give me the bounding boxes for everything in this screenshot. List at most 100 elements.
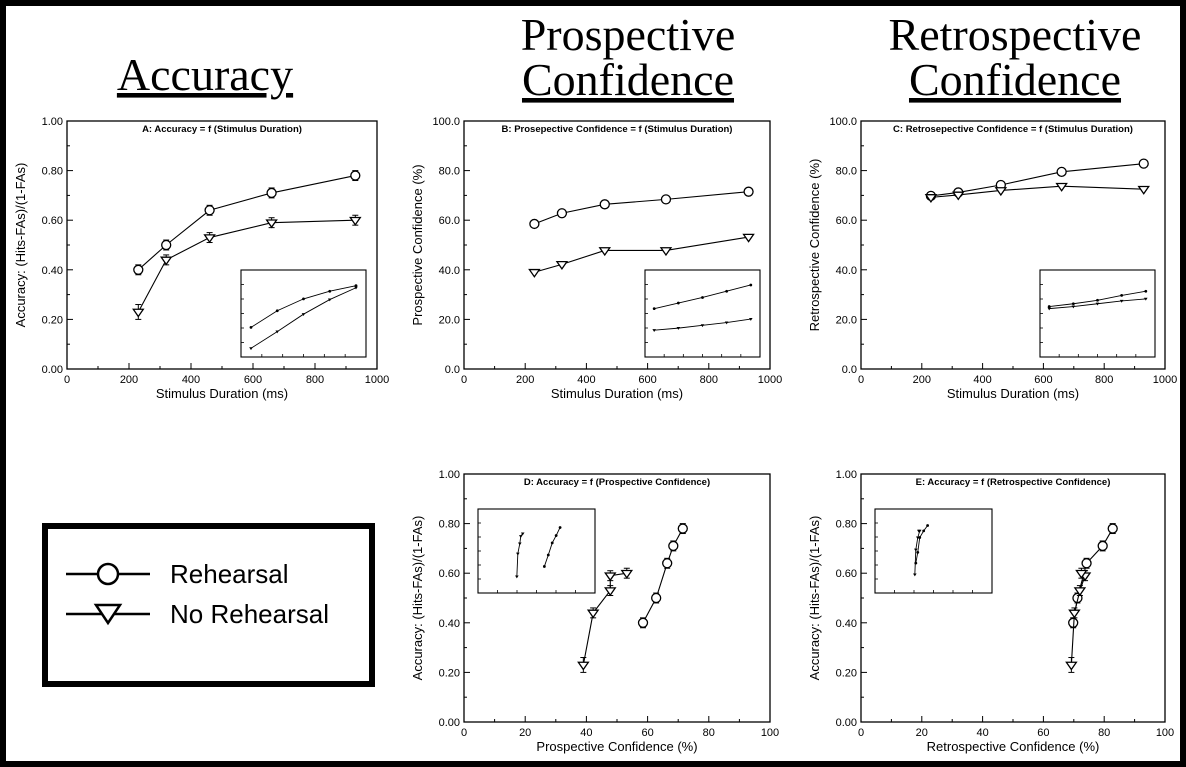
data-point-no-rehearsal <box>528 268 541 278</box>
chart-panel-d: 0 20 40 60 80 100 0.00 0.20 0.40 0.60 0.80 1.00 D: A… <box>410 469 779 754</box>
y-tick-label: 100.0 <box>829 116 857 128</box>
inset-point-rehearsal <box>1071 302 1075 306</box>
x-tick-label: 600 <box>244 374 262 386</box>
inset-frame <box>874 508 993 594</box>
x-tick-label: 100 <box>761 727 779 739</box>
data-point-rehearsal <box>599 199 610 210</box>
y-tick-label: 0.00 <box>439 717 460 729</box>
y-tick-label: 0.20 <box>836 667 857 679</box>
legend-rehearsal-marker <box>96 562 120 586</box>
legend-box: Rehearsal No Rehearsal <box>42 523 375 687</box>
x-tick-label: 200 <box>516 374 534 386</box>
inset-point-no-rehearsal <box>515 575 519 579</box>
y-tick-label: 0.80 <box>42 166 63 178</box>
inset-point-no-rehearsal <box>915 536 920 540</box>
inset-point-no-rehearsal <box>676 327 681 330</box>
y-tick-label: 60.0 <box>439 215 460 227</box>
heading-retrospective-line2: Confidence <box>909 54 1121 105</box>
data-point-rehearsal <box>1081 558 1092 569</box>
legend-no-rehearsal-label: No Rehearsal <box>170 599 329 629</box>
data-point-rehearsal <box>1107 523 1118 534</box>
data-point-no-rehearsal <box>577 661 590 671</box>
x-tick-label: 400 <box>182 374 200 386</box>
data-point-no-rehearsal <box>924 194 938 204</box>
inset-frame <box>644 269 761 358</box>
inset-point-rehearsal <box>558 526 562 529</box>
y-tick-label: 0.00 <box>42 364 63 376</box>
data-point-rehearsal <box>677 523 688 534</box>
y-tick-label: 0.80 <box>836 519 857 531</box>
data-point-rehearsal <box>529 218 540 230</box>
y-tick-label: 0.80 <box>439 519 460 531</box>
data-point-no-rehearsal <box>604 587 617 597</box>
x-tick-label: 600 <box>1034 374 1052 386</box>
y-axis-label: Prospective Confidence (%) <box>410 164 425 325</box>
inset-point-rehearsal <box>302 297 305 301</box>
inset-point-no-rehearsal <box>724 321 729 325</box>
data-point-rehearsal <box>651 592 662 604</box>
x-tick-label: 600 <box>638 374 656 386</box>
x-tick-label: 0 <box>64 374 70 386</box>
x-tick-label: 20 <box>916 727 928 739</box>
inset-point-rehearsal <box>725 289 729 293</box>
inset-point-no-rehearsal <box>249 347 253 351</box>
inset-point-rehearsal <box>1096 298 1099 302</box>
y-tick-label: 0.0 <box>445 364 460 376</box>
x-tick-label: 200 <box>913 374 931 386</box>
inset-point-rehearsal <box>922 529 926 533</box>
inset-point-rehearsal <box>916 550 920 554</box>
inset-point-rehearsal <box>328 289 332 293</box>
x-tick-label: 80 <box>1098 727 1110 739</box>
y-axis-label: Accuracy: (Hits-FAs)/(1-FAs) <box>13 163 28 328</box>
inset-point-no-rehearsal <box>916 529 921 533</box>
x-tick-label: 80 <box>703 727 715 739</box>
data-point-no-rehearsal <box>1065 661 1078 671</box>
inset-point-no-rehearsal <box>700 324 705 328</box>
heading-accuracy: Accuracy <box>117 49 293 100</box>
y-tick-label: 20.0 <box>836 314 857 326</box>
inset-point-no-rehearsal <box>301 313 306 316</box>
y-tick-label: 40.0 <box>439 265 460 277</box>
inset-point-no-rehearsal <box>518 535 523 539</box>
inset-point-rehearsal <box>542 565 546 568</box>
inset-point-rehearsal <box>546 553 550 557</box>
data-point-no-rehearsal <box>265 219 278 229</box>
data-point-no-rehearsal <box>1075 569 1088 579</box>
x-tick-label: 400 <box>973 374 991 386</box>
y-tick-label: 1.00 <box>42 116 63 128</box>
chart-title: E: Accuracy = f (Retrospective Confidenc… <box>916 477 1111 488</box>
chart-panel-b: 0 200 400 600 800 1000 0.0 20.0 40.0 60.0 80.0 100.… <box>410 116 782 401</box>
inset-point-rehearsal <box>1047 305 1051 308</box>
y-tick-label: 0.60 <box>42 215 63 227</box>
inset-point-no-rehearsal <box>517 542 522 546</box>
x-tick-label: 100 <box>1156 727 1174 739</box>
data-point-rehearsal <box>556 208 568 219</box>
data-point-no-rehearsal <box>604 572 617 582</box>
inset-point-no-rehearsal <box>1119 299 1124 303</box>
x-tick-label: 800 <box>306 374 324 386</box>
x-tick-label: 400 <box>577 374 595 386</box>
x-tick-label: 0 <box>461 727 467 739</box>
x-tick-label: 800 <box>700 374 718 386</box>
x-axis-label: Stimulus Duration (ms) <box>947 386 1079 401</box>
data-point-rehearsal <box>266 187 277 199</box>
data-point-no-rehearsal <box>349 216 362 226</box>
y-tick-label: 0.0 <box>842 364 857 376</box>
x-tick-label: 800 <box>1095 374 1113 386</box>
data-point-no-rehearsal <box>1068 609 1081 619</box>
legend-rehearsal-label: Rehearsal <box>170 559 289 589</box>
chart-panel-e: 0 20 40 60 80 100 0.00 0.20 0.40 0.60 0.80 1.00 E: A… <box>807 469 1174 754</box>
inset-point-rehearsal <box>554 534 558 537</box>
inset-point-rehearsal <box>676 301 680 305</box>
x-tick-label: 200 <box>120 374 138 386</box>
y-tick-label: 40.0 <box>836 265 857 277</box>
x-tick-label: 40 <box>976 727 988 739</box>
inset-frame <box>477 508 596 594</box>
x-tick-label: 60 <box>641 727 653 739</box>
data-point-rehearsal <box>637 617 649 628</box>
inset-point-no-rehearsal <box>516 552 520 556</box>
data-point-no-rehearsal <box>555 260 569 270</box>
